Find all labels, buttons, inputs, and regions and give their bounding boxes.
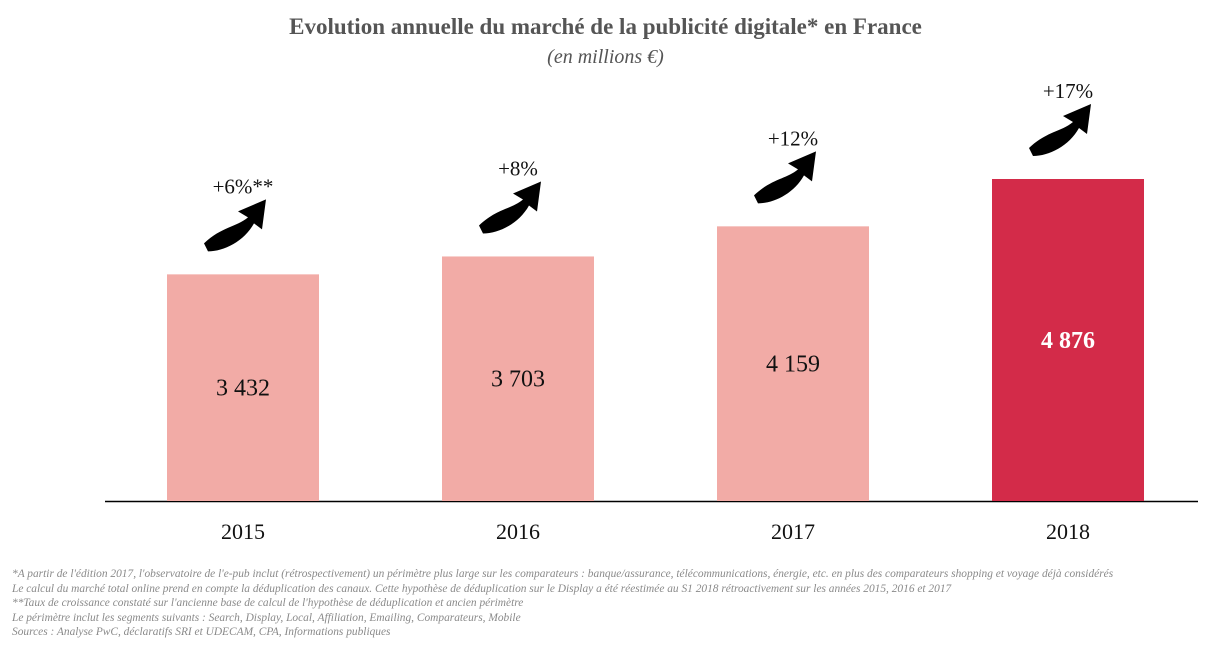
bar-2017 [717, 226, 869, 501]
growth-arrow-icon [754, 151, 816, 204]
chart-subtitle: (en millions €) [547, 46, 664, 68]
footnote-perimeter: *A partir de l'édition 2017, l'observato… [12, 568, 1114, 580]
x-tick-label: 2018 [1046, 519, 1090, 544]
bar-value-label: 4 159 [766, 352, 820, 378]
bar-2015 [167, 274, 319, 501]
bar-2018 [992, 179, 1144, 501]
footnotes: *A partir de l'édition 2017, l'observato… [12, 567, 1202, 640]
growth-arrow-icon [1029, 104, 1091, 156]
growth-label: +8% [498, 156, 538, 180]
bar-value-label: 3 432 [216, 376, 270, 402]
x-tick-label: 2015 [221, 519, 265, 544]
bar-value-label: 3 703 [491, 367, 545, 393]
growth-arrow-icon [479, 181, 541, 234]
growth-label: +12% [768, 126, 818, 150]
footnote-segments: Le périmètre inclut les segments suivant… [12, 611, 521, 624]
chart-title: Evolution annuelle du marché de la publi… [289, 14, 922, 39]
x-tick-label: 2017 [771, 519, 815, 544]
footnote-growth-rate: **Taux de croissance constaté sur l'anci… [12, 597, 524, 610]
bar-chart: 3 432 2015 +6%** 3 703 2016 +8% 4 159 2017 +12% 4… [105, 79, 1198, 544]
growth-label: +17% [1043, 79, 1093, 103]
x-tick-label: 2016 [496, 519, 540, 544]
footnote-deduplication: Le calcul du marché total online prend e… [12, 582, 952, 595]
footnote-sources: Sources : Analyse PwC, déclaratifs SRI e… [12, 626, 391, 639]
growth-arrow-icon [204, 199, 266, 252]
growth-label: +6%** [213, 174, 274, 198]
bar-value-label: 4 876 [1041, 328, 1095, 354]
bar-2016 [442, 256, 594, 501]
